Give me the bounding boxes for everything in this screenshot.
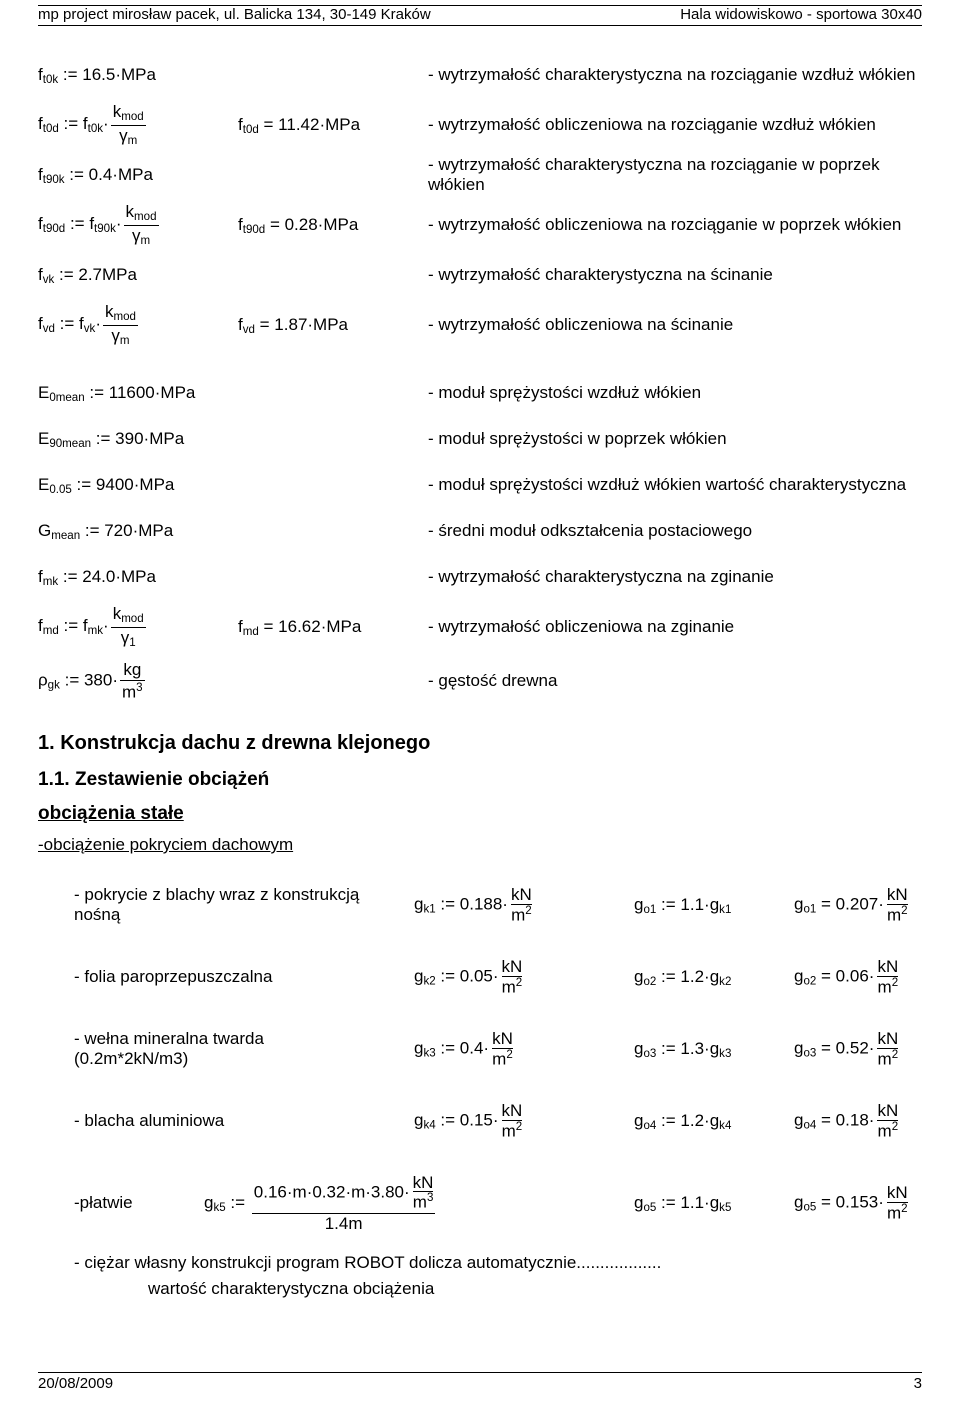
parameter-rows: ft0k := 16.5·MPa - wytrzymałość charakter… — [38, 52, 922, 708]
param-lhs: ft0k := 16.5·MPa — [38, 65, 238, 86]
param-row: Gmean := 720·MPa - średni moduł odkształc… — [38, 508, 922, 554]
load-gk: gk1 := 0.188·kNm2 — [414, 886, 634, 924]
load-go-val: go4 = 0.18·kNm2 — [794, 1102, 922, 1140]
header-right: Hala widowiskowo - sportowa 30x40 — [680, 6, 922, 23]
param-calc: ft90d = 0.28·MPa — [238, 215, 428, 236]
load-go-def: go4 := 1.2·gk4 — [634, 1111, 794, 1132]
trailing-line-1: - ciężar własny konstrukcji program ROBO… — [38, 1253, 922, 1273]
param-row: ρgk := 380·kgm3 - gęstość drewna — [38, 654, 922, 708]
param-lhs: E90mean := 390·MPa — [38, 429, 278, 450]
load-row: - pokrycie z blachy wraz z konstrukcjąno… — [38, 869, 922, 941]
param-desc: - wytrzymałość obliczeniowa na rozciągan… — [428, 115, 922, 135]
footer-left: 20/08/2009 — [38, 1375, 113, 1392]
load-gk: gk3 := 0.4·kNm2 — [414, 1030, 634, 1068]
header-line: mp project mirosław pacek, ul. Balicka 1… — [38, 6, 922, 25]
load-go-def: go3 := 1.3·gk3 — [634, 1039, 794, 1060]
param-desc: - średni moduł odkształcenia postacioweg… — [428, 521, 922, 541]
param-row: E90mean := 390·MPa - moduł sprężystości w… — [38, 416, 922, 462]
platwie-label: -płatwie — [38, 1193, 204, 1213]
param-desc: - wytrzymałość charakterystyczna na ścin… — [428, 265, 922, 285]
param-row: fvd := fvk·kmodγmfvd = 1.87·MPa- wytrzym… — [38, 298, 922, 352]
param-row: ft0k := 16.5·MPa - wytrzymałość charakter… — [38, 52, 922, 98]
load-row-platwie: -płatwie gk5 := 0.16·m·0.32·m·3.80·kNm31… — [38, 1157, 922, 1249]
load-go-val: go2 = 0.06·kNm2 — [794, 958, 922, 996]
heading-3: obciążenia stałe — [38, 803, 922, 825]
footer: 20/08/2009 3 — [38, 1372, 922, 1392]
param-desc: - moduł sprężystości wzdłuż włókien wart… — [428, 475, 922, 495]
param-row: E0mean := 11600·MPa - moduł sprężystości … — [38, 370, 922, 416]
header-left: mp project mirosław pacek, ul. Balicka 1… — [38, 6, 431, 23]
param-lhs: Gmean := 720·MPa — [38, 521, 278, 542]
param-desc: - wytrzymałość charakterystyczna na zgin… — [428, 567, 922, 587]
param-desc: - wytrzymałość obliczeniowa na ścinanie — [428, 315, 922, 335]
platwie-go-val: go5 = 0.153·kNm2 — [794, 1184, 922, 1222]
heading-4: -obciążenie pokryciem dachowym — [38, 835, 922, 855]
param-row: ft0d := ft0k·kmodγmft0d = 11.42·MPa- wyt… — [38, 98, 922, 152]
param-row: ft90d := ft90k·kmodγmft90d = 0.28·MPa- w… — [38, 198, 922, 252]
footer-right: 3 — [914, 1375, 922, 1392]
load-row: - folia paroprzepuszczalnagk2 := 0.05·kN… — [38, 941, 922, 1013]
param-calc: fvd = 1.87·MPa — [238, 315, 428, 336]
param-lhs: ρgk := 380·kgm3 — [38, 661, 238, 701]
param-desc: - moduł sprężystości wzdłuż włókien — [428, 383, 922, 403]
param-lhs: fvd := fvk·kmodγm — [38, 303, 238, 346]
platwie-gk: gk5 := 0.16·m·0.32·m·3.80·kNm31.4m — [204, 1174, 634, 1233]
param-row: fmk := 24.0·MPa - wytrzymałość charaktery… — [38, 554, 922, 600]
param-row: ft90k := 0.4·MPa - wytrzymałość charakter… — [38, 152, 922, 198]
platwie-go-def: go5 := 1.1·gk5 — [634, 1193, 794, 1214]
load-label: - pokrycie z blachy wraz z konstrukcjąno… — [38, 885, 414, 925]
heading-1: 1. Konstrukcja dachu z drewna klejonego — [38, 732, 922, 755]
param-lhs: E0mean := 11600·MPa — [38, 383, 278, 404]
load-row: - wełna mineralna twarda(0.2m*2kN/m3)gk3… — [38, 1013, 922, 1085]
trailing-line-2: wartość charakterystyczna obciążenia — [38, 1279, 922, 1299]
content: ft0k := 16.5·MPa - wytrzymałość charakter… — [38, 26, 922, 1299]
param-row: E0.05 := 9400·MPa - moduł sprężystości wz… — [38, 462, 922, 508]
param-lhs: ft90k := 0.4·MPa — [38, 165, 238, 186]
param-desc: - wytrzymałość obliczeniowa na rozciągan… — [428, 215, 922, 235]
load-go-val: go3 = 0.52·kNm2 — [794, 1030, 922, 1068]
param-desc: - wytrzymałość obliczeniowa na zginanie — [428, 617, 922, 637]
load-label: - folia paroprzepuszczalna — [38, 967, 414, 987]
heading-2: 1.1. Zestawienie obciążeń — [38, 769, 922, 791]
param-calc: fmd = 16.62·MPa — [238, 617, 428, 638]
load-row: - blacha aluminiowagk4 := 0.15·kNm2go4 :… — [38, 1085, 922, 1157]
param-row: fvk := 2.7MPa - wytrzymałość charakteryst… — [38, 252, 922, 298]
param-desc: - gęstość drewna — [428, 671, 922, 691]
load-gk: gk2 := 0.05·kNm2 — [414, 958, 634, 996]
param-lhs: fmd := fmk·kmodγ1 — [38, 605, 238, 648]
param-lhs: ft90d := ft90k·kmodγm — [38, 203, 238, 246]
page: mp project mirosław pacek, ul. Balicka 1… — [0, 0, 960, 1412]
param-desc: - wytrzymałość charakterystyczna na rozc… — [428, 155, 922, 195]
param-desc: - moduł sprężystości w poprzek włókien — [428, 429, 922, 449]
param-lhs: ft0d := ft0k·kmodγm — [38, 103, 238, 146]
param-row: fmd := fmk·kmodγ1fmd = 16.62·MPa- wytrzy… — [38, 600, 922, 654]
load-rows: - pokrycie z blachy wraz z konstrukcjąno… — [38, 869, 922, 1157]
load-label: - blacha aluminiowa — [38, 1111, 414, 1131]
load-go-def: go2 := 1.2·gk2 — [634, 967, 794, 988]
param-lhs: fvk := 2.7MPa — [38, 265, 238, 286]
load-go-val: go1 = 0.207·kNm2 — [794, 886, 922, 924]
param-calc: ft0d = 11.42·MPa — [238, 115, 428, 136]
load-label: - wełna mineralna twarda(0.2m*2kN/m3) — [38, 1029, 414, 1069]
param-lhs: E0.05 := 9400·MPa — [38, 475, 278, 496]
param-lhs: fmk := 24.0·MPa — [38, 567, 278, 588]
param-desc: - wytrzymałość charakterystyczna na rozc… — [428, 65, 922, 85]
load-gk: gk4 := 0.15·kNm2 — [414, 1102, 634, 1140]
load-go-def: go1 := 1.1·gk1 — [634, 895, 794, 916]
